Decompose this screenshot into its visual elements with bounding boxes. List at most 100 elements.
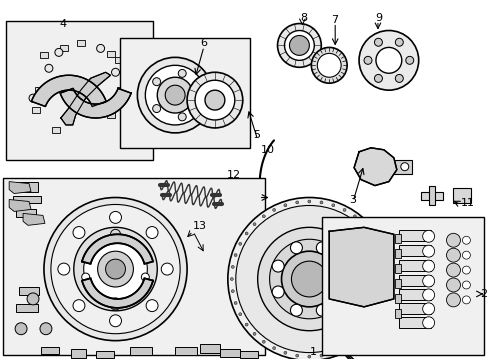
Circle shape (343, 208, 346, 211)
Circle shape (422, 289, 434, 301)
Bar (120, 39, 249, 148)
Circle shape (290, 304, 302, 316)
Text: 4: 4 (60, 19, 67, 28)
Circle shape (462, 236, 469, 244)
Circle shape (29, 94, 37, 102)
Circle shape (272, 208, 275, 211)
Circle shape (462, 266, 469, 274)
Circle shape (98, 251, 133, 287)
Circle shape (422, 275, 434, 287)
Circle shape (316, 304, 327, 316)
Polygon shape (23, 213, 45, 225)
Circle shape (295, 201, 298, 204)
Circle shape (45, 64, 53, 72)
Bar (3, 177, 264, 355)
Circle shape (74, 227, 157, 311)
Circle shape (109, 211, 121, 223)
Text: 8: 8 (300, 13, 307, 23)
Circle shape (105, 259, 125, 279)
Circle shape (44, 198, 187, 341)
Circle shape (381, 301, 384, 305)
Circle shape (462, 251, 469, 259)
Circle shape (353, 340, 356, 343)
Circle shape (331, 351, 334, 354)
Polygon shape (60, 88, 131, 118)
Bar (114, 57, 122, 63)
Bar (16, 210, 36, 217)
Circle shape (317, 53, 341, 77)
Circle shape (58, 263, 70, 275)
Circle shape (145, 65, 204, 125)
Bar (60, 45, 68, 51)
Circle shape (377, 169, 389, 181)
Circle shape (231, 265, 234, 269)
Circle shape (234, 301, 237, 305)
Circle shape (316, 242, 327, 254)
Circle shape (422, 317, 434, 329)
Circle shape (204, 90, 224, 110)
Circle shape (462, 281, 469, 289)
Bar (393, 160, 411, 174)
Text: 10: 10 (260, 145, 274, 155)
Bar (35, 87, 43, 93)
Circle shape (146, 226, 158, 238)
Bar (96, 351, 113, 357)
Circle shape (284, 31, 314, 60)
Bar (52, 127, 60, 133)
Bar (398, 230, 430, 241)
Circle shape (269, 239, 348, 319)
Circle shape (109, 298, 121, 310)
Circle shape (73, 226, 85, 238)
Polygon shape (9, 181, 31, 194)
Circle shape (81, 273, 89, 281)
Text: 1: 1 (309, 347, 316, 357)
Circle shape (195, 80, 234, 120)
Circle shape (334, 260, 346, 272)
Circle shape (462, 296, 469, 304)
Circle shape (97, 44, 104, 53)
Circle shape (446, 233, 460, 247)
Circle shape (178, 69, 186, 77)
Circle shape (376, 242, 379, 245)
Bar (32, 107, 40, 113)
Polygon shape (328, 227, 393, 307)
Circle shape (262, 340, 264, 343)
Circle shape (365, 150, 381, 166)
Bar (16, 181, 38, 192)
Circle shape (307, 355, 310, 358)
Circle shape (152, 78, 161, 86)
Polygon shape (353, 148, 396, 186)
Polygon shape (61, 72, 110, 125)
Circle shape (331, 204, 334, 207)
Circle shape (446, 248, 460, 262)
Bar (420, 192, 442, 199)
Bar (116, 87, 124, 93)
Circle shape (381, 253, 384, 257)
Text: 9: 9 (374, 13, 381, 23)
Circle shape (272, 347, 275, 350)
Circle shape (334, 286, 346, 298)
Polygon shape (31, 75, 106, 107)
Circle shape (363, 57, 371, 64)
Circle shape (422, 245, 434, 257)
Circle shape (231, 290, 234, 293)
Text: 11: 11 (460, 198, 473, 207)
Circle shape (109, 315, 121, 327)
Circle shape (227, 198, 390, 360)
Circle shape (446, 293, 460, 307)
Text: 12: 12 (226, 170, 241, 180)
Circle shape (40, 323, 52, 335)
Circle shape (375, 48, 401, 73)
Circle shape (110, 229, 120, 239)
Circle shape (374, 38, 382, 46)
Text: 5: 5 (253, 130, 260, 140)
Bar (398, 289, 430, 300)
Circle shape (257, 227, 360, 331)
Circle shape (422, 260, 434, 272)
Circle shape (394, 75, 403, 82)
Circle shape (284, 351, 286, 354)
Circle shape (146, 300, 158, 312)
Circle shape (55, 48, 62, 57)
Text: 6: 6 (200, 39, 206, 49)
Bar (398, 303, 430, 314)
